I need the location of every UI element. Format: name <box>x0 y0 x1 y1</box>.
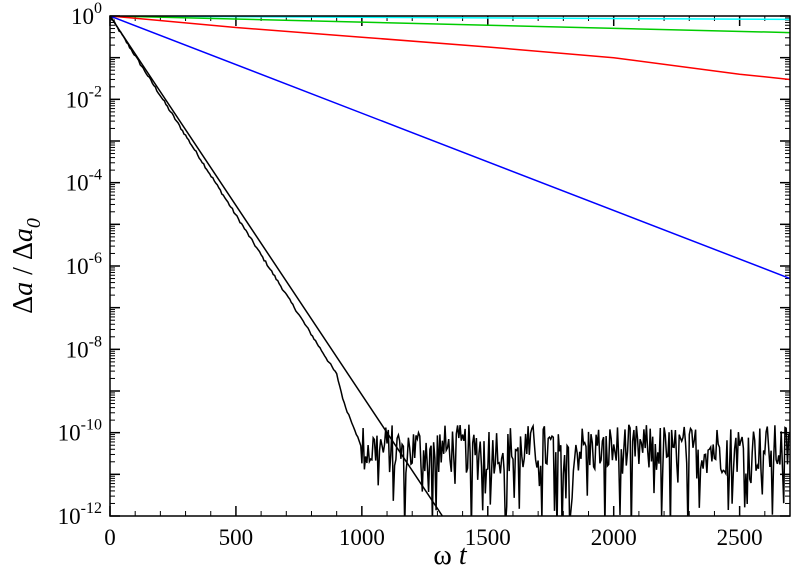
axis-ticks <box>109 15 791 517</box>
y-tick-label: 10-2 <box>66 83 102 112</box>
y-tick-label: 10-4 <box>66 167 102 196</box>
tick-labels: 0 500 1000 1500 2000 2500 100 10-2 10-4 10-6 10-8 1… <box>58 0 763 550</box>
x-tick-label: 500 <box>219 525 254 550</box>
series-line-2 <box>110 16 790 81</box>
y-axis-label: Δa / Δa0 <box>8 218 45 314</box>
series-group <box>110 16 790 516</box>
y-tick-label: 10-12 <box>58 500 102 529</box>
x-tick-label: 0 <box>104 525 116 550</box>
y-tick-label: 10-8 <box>66 333 102 362</box>
series-line-4 <box>110 16 444 516</box>
plot-frame <box>109 15 791 517</box>
series-line-5 <box>110 16 790 516</box>
x-axis-label: ω t <box>433 540 467 571</box>
series-line-3 <box>110 16 790 280</box>
x-tick-label: 2000 <box>591 525 637 550</box>
y-tick-label: 10-6 <box>66 250 102 279</box>
x-tick-label: 2500 <box>717 525 763 550</box>
x-tick-label: 1500 <box>465 525 511 550</box>
series-line-1 <box>110 16 790 34</box>
x-tick-label: 1000 <box>339 525 385 550</box>
y-tick-label: 10-10 <box>58 417 102 446</box>
y-tick-label: 100 <box>71 0 102 29</box>
